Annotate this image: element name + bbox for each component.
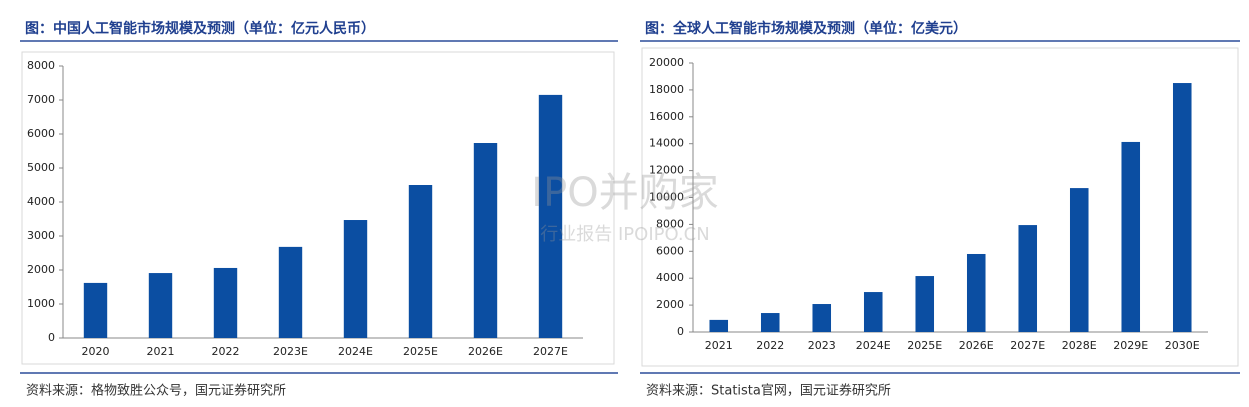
- y-tick-label: 12000: [649, 164, 684, 177]
- bar: [278, 246, 303, 338]
- plot-frame: [21, 51, 615, 365]
- source-note: 资料来源：格物致胜公众号，国元证券研究所: [26, 383, 286, 399]
- x-tick-label: 2022: [212, 345, 240, 358]
- x-tick-label: 2024E: [338, 345, 373, 358]
- watermark-sub: 行业报告 IPOIPO.CN: [540, 224, 709, 245]
- x-tick-label: 2023: [808, 339, 836, 352]
- y-tick-label: 8000: [27, 59, 55, 72]
- x-tick-label: 2027E: [1010, 339, 1045, 352]
- x-tick-label: 2030E: [1165, 339, 1200, 352]
- x-tick-label: 2024E: [856, 339, 891, 352]
- y-tick-label: 2000: [27, 263, 55, 276]
- bar: [812, 304, 832, 332]
- chart-title: 图：全球人工智能市场规模及预测（单位：亿美元）: [645, 20, 967, 37]
- bar: [213, 267, 238, 338]
- y-tick-label: 10000: [649, 191, 684, 204]
- x-tick-label: 2026E: [959, 339, 994, 352]
- x-tick-label: 2027E: [533, 345, 568, 358]
- y-tick-label: 0: [48, 331, 55, 344]
- y-tick-label: 4000: [656, 271, 684, 284]
- y-tick-label: 20000: [649, 56, 684, 69]
- y-tick-label: 3000: [27, 229, 55, 242]
- bar: [343, 220, 368, 338]
- x-tick-label: 2026E: [468, 345, 503, 358]
- x-tick-label: 2023E: [273, 345, 308, 358]
- x-tick-label: 2028E: [1062, 339, 1097, 352]
- bar: [148, 273, 173, 338]
- x-tick-label: 2025E: [403, 345, 438, 358]
- x-tick-label: 2025E: [907, 339, 942, 352]
- chart-title: 图：中国人工智能市场规模及预测（单位：亿元人民币）: [25, 20, 375, 37]
- bar: [83, 282, 108, 338]
- watermark-brand: IPO并购家: [531, 170, 718, 216]
- source-note: 资料来源：Statista官网，国元证券研究所: [646, 383, 891, 399]
- y-tick-label: 5000: [27, 161, 55, 174]
- bar: [966, 253, 986, 332]
- x-tick-label: 2029E: [1113, 339, 1148, 352]
- bar: [1069, 188, 1089, 332]
- bar: [1121, 141, 1141, 332]
- bar: [760, 313, 780, 332]
- bar: [863, 292, 883, 332]
- y-tick-label: 0: [677, 325, 684, 338]
- y-tick-label: 6000: [656, 244, 684, 257]
- bar: [1018, 225, 1038, 332]
- bar: [408, 185, 433, 338]
- plot-frame: [641, 47, 1239, 367]
- bar: [915, 276, 935, 332]
- y-tick-label: 7000: [27, 93, 55, 106]
- x-tick-label: 2021: [147, 345, 175, 358]
- y-tick-label: 14000: [649, 137, 684, 150]
- bar: [473, 143, 498, 338]
- y-tick-label: 16000: [649, 110, 684, 123]
- bar: [1172, 83, 1192, 332]
- y-tick-label: 4000: [27, 195, 55, 208]
- x-tick-label: 2021: [705, 339, 733, 352]
- y-tick-label: 8000: [656, 217, 684, 230]
- bar: [538, 94, 563, 339]
- bar: [709, 319, 729, 332]
- y-tick-label: 2000: [656, 298, 684, 311]
- y-tick-label: 18000: [649, 83, 684, 96]
- x-tick-label: 2020: [82, 345, 110, 358]
- y-tick-label: 6000: [27, 127, 55, 140]
- x-tick-label: 2022: [756, 339, 784, 352]
- y-tick-label: 1000: [27, 297, 55, 310]
